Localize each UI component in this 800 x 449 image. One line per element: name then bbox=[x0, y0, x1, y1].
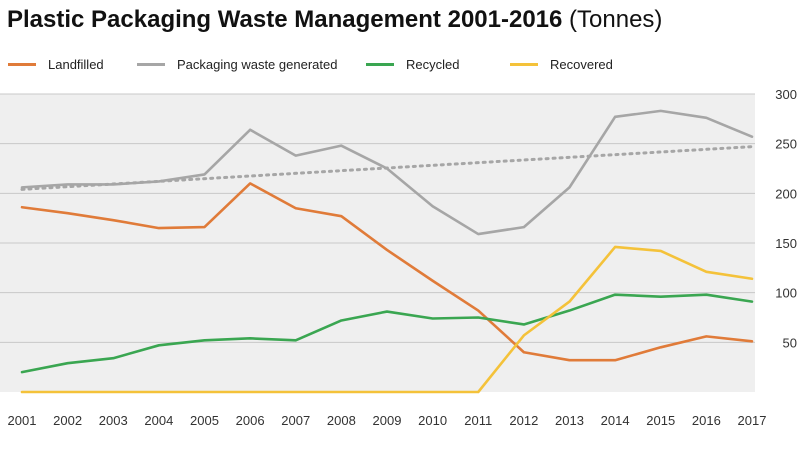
x-tick-label-2010: 2010 bbox=[418, 413, 447, 428]
legend-swatch-recovered bbox=[510, 62, 538, 66]
x-tick-label-2015: 2015 bbox=[646, 413, 675, 428]
x-tick-label-2002: 2002 bbox=[53, 413, 82, 428]
chart-title-main: Plastic Packaging Waste Management 2001-… bbox=[7, 6, 563, 33]
legend-swatch-packaging-waste-generated bbox=[137, 62, 165, 66]
legend-item-packaging-waste-generated: Packaging waste generated bbox=[137, 50, 337, 78]
y-tick-label-250: 250 bbox=[775, 137, 797, 152]
x-tick-label-2006: 2006 bbox=[236, 413, 265, 428]
x-tick-label-2013: 2013 bbox=[555, 413, 584, 428]
legend-swatch-recycled bbox=[366, 62, 394, 66]
x-tick-label-2014: 2014 bbox=[601, 413, 630, 428]
chart-legend: Landfilled Packaging waste generated Rec… bbox=[0, 50, 800, 78]
y-tick-label-300: 300 bbox=[775, 87, 797, 102]
legend-label-recycled: Recycled bbox=[406, 56, 460, 72]
y-tick-label-100: 100 bbox=[775, 286, 797, 301]
x-tick-label-2008: 2008 bbox=[327, 413, 356, 428]
legend-item-recycled: Recycled bbox=[366, 50, 459, 78]
legend-swatch-landfilled bbox=[8, 62, 36, 66]
y-tick-label-50: 50 bbox=[783, 335, 797, 350]
y-tick-label-150: 150 bbox=[775, 236, 797, 251]
x-tick-label-2012: 2012 bbox=[509, 413, 538, 428]
y-tick-label-200: 200 bbox=[775, 186, 797, 201]
chart-title-unit: (Tonnes) bbox=[569, 6, 663, 33]
series-line-recycled bbox=[20, 293, 754, 374]
series-line-packaging-waste-generated bbox=[20, 109, 754, 236]
series-line-landfilled bbox=[20, 182, 754, 362]
chart-title: Plastic Packaging Waste Management 2001-… bbox=[7, 6, 662, 34]
x-tick-label-2007: 2007 bbox=[281, 413, 310, 428]
x-tick-label-2017: 2017 bbox=[738, 413, 767, 428]
legend-label-landfilled: Landfilled bbox=[48, 56, 104, 72]
x-tick-label-2009: 2009 bbox=[373, 413, 402, 428]
x-tick-label-2001: 2001 bbox=[8, 413, 37, 428]
x-tick-label-2011: 2011 bbox=[464, 413, 492, 428]
legend-item-recovered: Recovered bbox=[510, 50, 613, 78]
legend-label-recovered: Recovered bbox=[550, 56, 613, 72]
x-tick-label-2003: 2003 bbox=[99, 413, 128, 428]
legend-label-packaging-waste-generated: Packaging waste generated bbox=[177, 56, 338, 72]
legend-item-landfilled: Landfilled bbox=[8, 50, 104, 78]
x-tick-label-2004: 2004 bbox=[144, 413, 173, 428]
series-line-recovered bbox=[20, 245, 754, 394]
x-tick-label-2005: 2005 bbox=[190, 413, 219, 428]
x-tick-label-2016: 2016 bbox=[692, 413, 721, 428]
